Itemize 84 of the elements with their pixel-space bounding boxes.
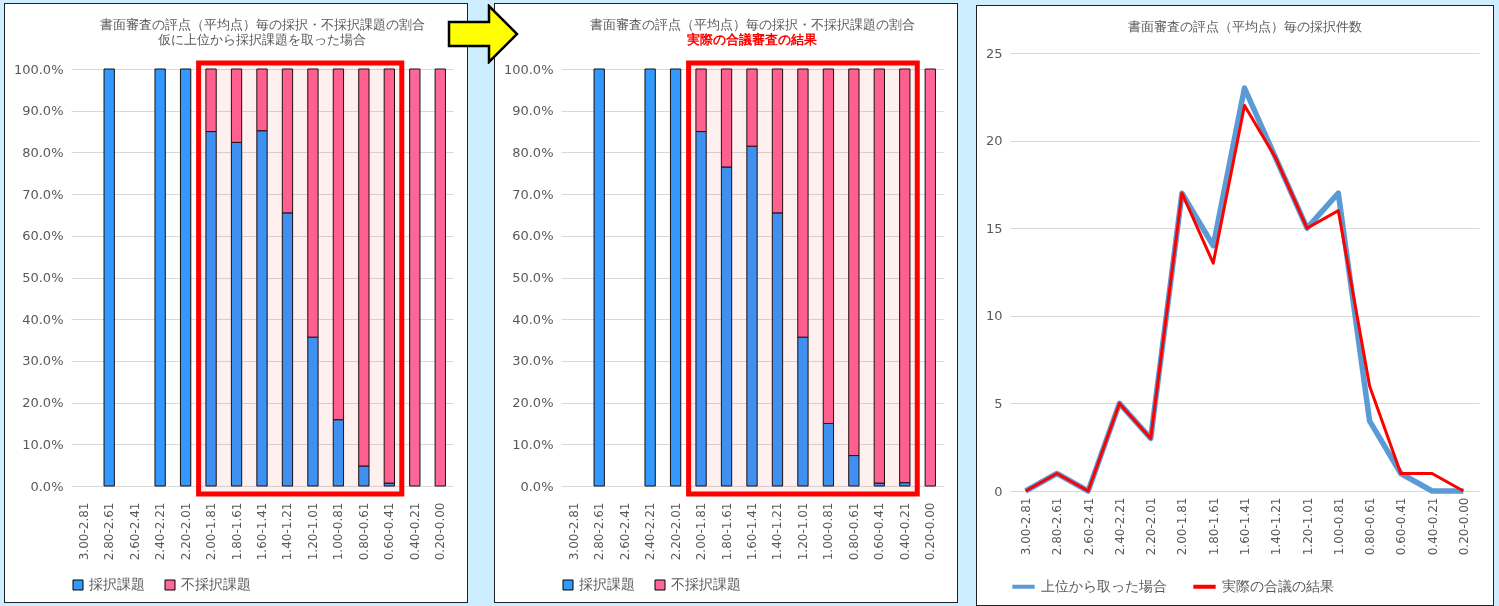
x-tick-label: 1.20-1.01 xyxy=(795,502,810,561)
x-tick-label: 2.20-2.01 xyxy=(1144,497,1159,556)
x-tick-label: 1.60-1.41 xyxy=(1238,497,1252,556)
chart-subtitle: 実際の合議審査の結果 xyxy=(686,32,818,47)
x-tick-label: 1.40-1.21 xyxy=(770,502,785,561)
x-tick-label: 1.20-1.01 xyxy=(305,502,320,561)
y-tick-label: 60.0% xyxy=(512,228,554,244)
y-tick-label: 80.0% xyxy=(512,144,554,160)
legend-label: 採択課題 xyxy=(579,576,635,592)
legend-label: 上位から取った場合 xyxy=(1041,577,1167,594)
y-tick-label: 90.0% xyxy=(512,103,554,119)
y-tick-label: 25 xyxy=(985,45,1003,61)
y-tick-label: 60.0% xyxy=(22,228,64,244)
y-tick-label: 70.0% xyxy=(22,186,64,202)
y-tick-label: 10 xyxy=(985,308,1003,324)
y-tick-label: 10.0% xyxy=(22,436,64,452)
x-tick-label: 2.60-2.41 xyxy=(1081,497,1096,556)
y-tick-label: 0.0% xyxy=(30,478,64,494)
x-tick-label: 2.40-2.21 xyxy=(643,502,658,561)
x-tick-label: 0.60-0.41 xyxy=(1394,497,1409,556)
chart-title: 書面審査の評点（平均点）毎の採択・不採択課題の割合 xyxy=(99,16,425,32)
legend-label: 不採択課題 xyxy=(181,576,251,592)
x-tick-label: 3.00-2.81 xyxy=(566,502,581,561)
x-tick-label: 2.60-2.41 xyxy=(617,502,632,561)
y-tick-label: 0 xyxy=(994,483,1003,499)
x-tick-label: 2.40-2.21 xyxy=(153,502,168,561)
x-tick-label: 0.20-0.00 xyxy=(923,502,938,561)
x-tick-label: 2.00-1.81 xyxy=(1175,497,1190,556)
chart-title: 書面審査の評点（平均点）毎の採択件数 xyxy=(1127,18,1362,34)
x-tick-label: 1.80-1.61 xyxy=(229,502,244,561)
legend-label: 実際の合議の結果 xyxy=(1222,577,1334,594)
x-tick-label: 0.60-0.41 xyxy=(872,502,887,561)
x-tick-label: 1.80-1.61 xyxy=(1206,497,1221,556)
y-tick-label: 100.0% xyxy=(13,61,64,77)
x-tick-label: 2.00-1.81 xyxy=(204,502,219,561)
y-tick-label: 40.0% xyxy=(512,311,554,327)
y-tick-label: 30.0% xyxy=(512,353,554,369)
x-tick-label: 0.80-0.61 xyxy=(356,502,371,561)
x-tick-label: 2.20-2.01 xyxy=(668,502,683,561)
x-tick-label: 1.40-1.21 xyxy=(1269,497,1284,556)
y-tick-label: 20.0% xyxy=(22,395,64,411)
x-tick-label: 2.80-2.61 xyxy=(592,502,607,561)
y-tick-label: 20 xyxy=(985,133,1003,149)
legend-label: 採択課題 xyxy=(89,576,145,592)
x-tick-label: 0.40-0.21 xyxy=(1425,497,1440,556)
y-tick-label: 20.0% xyxy=(512,395,554,411)
x-tick-label: 2.00-1.81 xyxy=(694,502,709,561)
y-tick-label: 50.0% xyxy=(22,270,64,285)
chart-title: 書面審査の評点（平均点）毎の採択・不採択課題の割合 xyxy=(589,16,915,32)
x-tick-label: 0.40-0.21 xyxy=(897,502,912,561)
y-tick-label: 10.0% xyxy=(512,436,554,452)
x-tick-label: 2.80-2.61 xyxy=(102,502,117,561)
x-tick-label: 0.80-0.61 xyxy=(846,502,861,561)
x-tick-label: 1.00-0.81 xyxy=(821,502,836,561)
y-tick-label: 40.0% xyxy=(22,311,64,327)
x-tick-label: 0.20-0.00 xyxy=(1456,497,1471,556)
x-tick-label: 1.60-1.41 xyxy=(745,502,759,561)
x-tick-label: 1.00-0.81 xyxy=(331,502,346,561)
x-tick-label: 2.60-2.41 xyxy=(127,502,142,561)
y-tick-label: 80.0% xyxy=(22,144,64,160)
x-tick-label: 2.40-2.21 xyxy=(1112,497,1127,556)
y-tick-label: 30.0% xyxy=(22,353,64,369)
x-tick-label: 1.60-1.41 xyxy=(255,502,269,561)
x-tick-label: 1.40-1.21 xyxy=(280,502,295,561)
x-tick-label: 0.80-0.61 xyxy=(1363,497,1378,556)
x-tick-label: 0.60-0.41 xyxy=(382,502,397,561)
y-tick-label: 0.0% xyxy=(520,478,554,494)
y-tick-label: 15 xyxy=(985,220,1003,236)
x-tick-label: 1.00-0.81 xyxy=(1331,497,1346,556)
y-tick-label: 70.0% xyxy=(512,186,554,202)
x-tick-label: 2.80-2.61 xyxy=(1050,497,1065,556)
x-tick-label: 1.80-1.61 xyxy=(719,502,734,561)
y-tick-label: 5 xyxy=(994,395,1003,411)
legend-label: 不採択課題 xyxy=(671,576,741,592)
x-tick-label: 3.00-2.81 xyxy=(1019,497,1034,556)
y-tick-label: 100.0% xyxy=(503,61,554,77)
x-tick-label: 2.20-2.01 xyxy=(178,502,193,561)
x-tick-label: 0.20-0.00 xyxy=(433,502,448,561)
x-tick-label: 3.00-2.81 xyxy=(76,502,91,561)
chart-subtitle: 仮に上位から採択課題を取った場合 xyxy=(157,32,366,47)
y-tick-label: 90.0% xyxy=(22,103,64,119)
x-tick-label: 0.40-0.21 xyxy=(407,502,422,561)
y-tick-label: 50.0% xyxy=(512,270,554,285)
x-tick-label: 1.20-1.01 xyxy=(1300,497,1315,556)
